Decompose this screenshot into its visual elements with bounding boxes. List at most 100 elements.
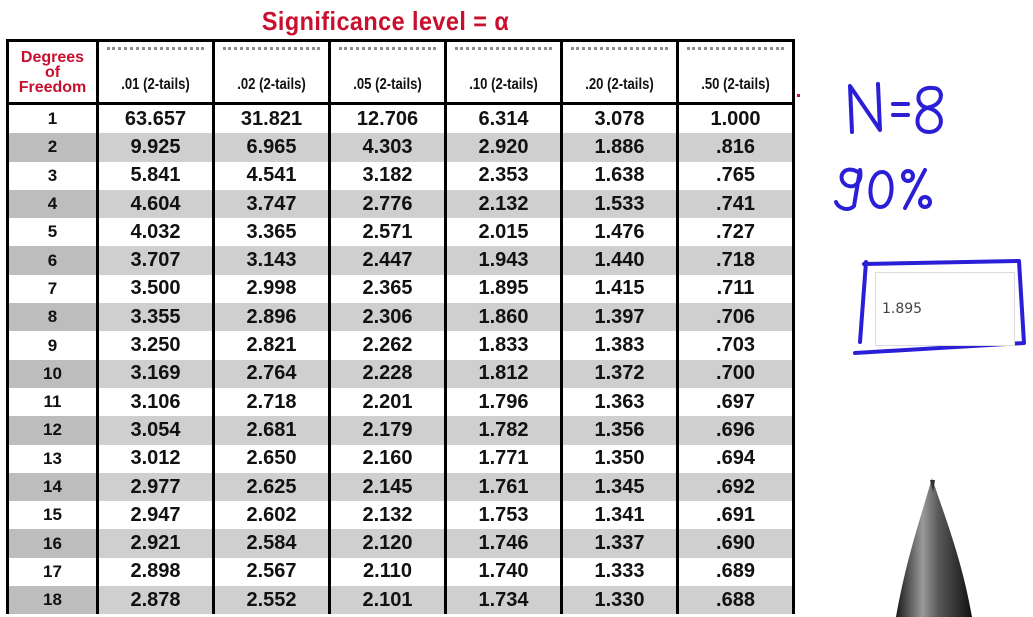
critical-value-cell: 5.841 — [96, 161, 215, 190]
critical-value-cell: .694 — [676, 444, 795, 473]
critical-value-cell: 1.533 — [560, 189, 679, 219]
critical-value-cell: 1.943 — [444, 246, 563, 275]
ink-stroke — [918, 195, 932, 209]
critical-value-cell: 2.179 — [328, 416, 447, 445]
critical-value-cell: 2.920 — [444, 133, 563, 162]
critical-value-cell: 2.602 — [212, 501, 331, 530]
critical-value-cell: 2.998 — [212, 274, 331, 304]
ink-stroke — [868, 170, 894, 209]
critical-value-cell: 2.353 — [444, 161, 563, 190]
critical-value-cell: 1.796 — [444, 387, 563, 417]
critical-value-cell: 2.878 — [96, 586, 215, 615]
critical-value-cell: .727 — [676, 218, 795, 247]
critical-value-cell: .697 — [676, 387, 795, 417]
column-header-label: .10 (2-tails) — [469, 76, 538, 93]
column-header: .20 (2-tails) — [560, 39, 679, 105]
critical-value-cell: 2.201 — [328, 387, 447, 417]
table-row: 17 2.898 2.567 2.110 1.740 1.333.689 — [6, 557, 795, 587]
table-row: 2 9.925 6.965 4.303 2.920 1.886.816 — [6, 133, 795, 162]
column-header-label: .05 (2-tails) — [353, 76, 422, 93]
critical-value-cell: 1.895 — [444, 274, 563, 304]
critical-value-cell: 2.262 — [328, 331, 447, 360]
critical-value-cell: 2.650 — [212, 444, 331, 473]
degrees-of-freedom-cell: 5 — [6, 218, 99, 247]
degrees-of-freedom-cell: 13 — [6, 444, 99, 473]
critical-value-cell: 1.341 — [560, 501, 679, 530]
critical-value-cell: 1.860 — [444, 303, 563, 332]
critical-value-cell: 6.314 — [444, 103, 563, 134]
critical-value-cell: 1.345 — [560, 472, 679, 502]
critical-value-cell: 2.571 — [328, 218, 447, 247]
critical-value-cell: 2.132 — [328, 501, 447, 530]
critical-value-cell: 1.886 — [560, 133, 679, 162]
critical-value-cell: 2.160 — [328, 444, 447, 473]
table-row: 9 3.250 2.821 2.262 1.833 1.383.703 — [6, 331, 795, 360]
table-row: 6 3.707 3.143 2.447 1.943 1.440.718 — [6, 246, 795, 275]
critical-value-cell: 4.541 — [212, 161, 331, 190]
critical-value-cell: 1.397 — [560, 303, 679, 332]
critical-value-cell: 9.925 — [96, 133, 215, 162]
critical-value-cell: 2.015 — [444, 218, 563, 247]
dof-label-line: Freedom — [18, 78, 87, 96]
critical-value-cell: .711 — [676, 274, 795, 304]
critical-value-cell: 1.330 — [560, 586, 679, 615]
critical-value-cell: .706 — [676, 303, 795, 332]
t-distribution-table: Degrees of Freedom .01 (2-tails) .02 (2-… — [6, 39, 795, 615]
ink-stroke — [834, 167, 863, 211]
degrees-of-freedom-cell: 7 — [6, 274, 99, 304]
table-row: 12 3.054 2.681 2.179 1.782 1.356.696 — [6, 416, 795, 445]
critical-value-cell: 1.734 — [444, 586, 563, 615]
critical-value-cell: 1.350 — [560, 444, 679, 473]
critical-value-cell: 1.440 — [560, 246, 679, 275]
critical-value-cell: 1.000 — [676, 103, 795, 134]
critical-value-cell: 3.169 — [96, 359, 215, 388]
degrees-of-freedom-cell: 11 — [6, 387, 99, 417]
critical-value-cell: 2.567 — [212, 557, 331, 587]
ink-stroke — [901, 169, 915, 183]
dof-label-line: of — [44, 63, 61, 81]
critical-value-cell: 3.365 — [212, 218, 331, 247]
critical-value-cell: .718 — [676, 246, 795, 275]
critical-value-cell: .690 — [676, 529, 795, 558]
degrees-of-freedom-cell: 10 — [6, 359, 99, 388]
critical-value-cell: 1.638 — [560, 161, 679, 190]
critical-value-cell: 4.604 — [96, 189, 215, 219]
critical-value-cell: 1.333 — [560, 557, 679, 587]
table-row: 7 3.500 2.998 2.365 1.895 1.415.711 — [6, 274, 795, 304]
table-row: 1 63.657 31.821 12.706 6.314 3.078 1.000 — [6, 103, 795, 134]
critical-value-cell: 2.977 — [96, 472, 215, 502]
critical-value-cell: .741 — [676, 189, 795, 219]
critical-value-cell: 4.032 — [96, 218, 215, 247]
column-header: .10 (2-tails) — [444, 39, 563, 105]
table-row: 5 4.032 3.365 2.571 2.015 1.476.727 — [6, 218, 795, 247]
degrees-of-freedom-cell: 1 — [6, 103, 99, 134]
critical-value-cell: 1.337 — [560, 529, 679, 558]
critical-value-cell: 2.447 — [328, 246, 447, 275]
column-header-label: .02 (2-tails) — [237, 76, 306, 93]
critical-value-cell: 2.552 — [212, 586, 331, 615]
critical-value-cell: 1.383 — [560, 331, 679, 360]
column-header-label: .50 (2-tails) — [701, 76, 770, 93]
column-header-label: .01 (2-tails) — [121, 76, 190, 93]
answer-input[interactable] — [875, 272, 1015, 346]
critical-value-cell: .696 — [676, 416, 795, 445]
degrees-of-freedom-cell: 14 — [6, 472, 99, 502]
critical-value-cell: 1.812 — [444, 359, 563, 388]
critical-value-cell: 1.356 — [560, 416, 679, 445]
table-row: 8 3.355 2.896 2.306 1.860 1.397.706 — [6, 303, 795, 332]
critical-value-cell: 1.415 — [560, 274, 679, 304]
critical-value-cell: 3.078 — [560, 103, 679, 134]
table-row: 14 2.977 2.625 2.145 1.761 1.345.692 — [6, 472, 795, 502]
red-mark — [797, 94, 800, 97]
critical-value-cell: 3.143 — [212, 246, 331, 275]
degrees-of-freedom-cell: 8 — [6, 303, 99, 332]
critical-value-cell: 31.821 — [212, 103, 331, 134]
critical-value-cell: 3.500 — [96, 274, 215, 304]
critical-value-cell: 2.764 — [212, 359, 331, 388]
critical-value-cell: 1.771 — [444, 444, 563, 473]
column-header: .01 (2-tails) — [96, 39, 215, 105]
degrees-of-freedom-cell: 12 — [6, 416, 99, 445]
table-title: Significance level = α — [261, 6, 510, 36]
ink-stroke — [891, 102, 910, 117]
critical-value-cell: 2.718 — [212, 387, 331, 417]
